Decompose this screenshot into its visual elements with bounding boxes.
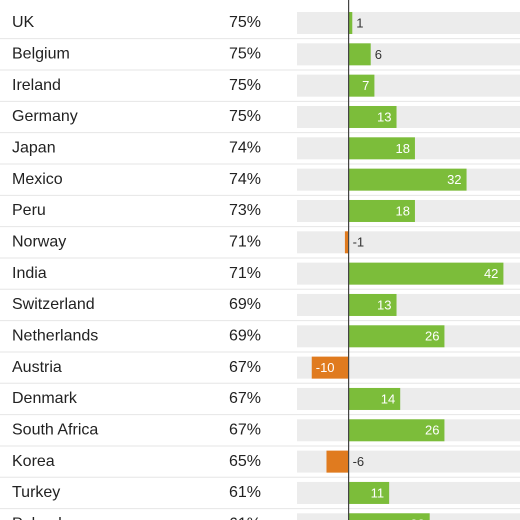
country: UK xyxy=(12,14,35,31)
bar xyxy=(348,168,467,191)
bar-track xyxy=(297,450,520,473)
country: Korea xyxy=(12,453,55,470)
bar xyxy=(348,387,401,410)
share: 69% xyxy=(229,296,261,313)
value-label: 22 xyxy=(410,517,424,520)
country: Peru xyxy=(12,202,46,219)
share: 69% xyxy=(229,328,261,345)
bar xyxy=(348,74,375,97)
country: Poland xyxy=(12,515,62,520)
country: Netherlands xyxy=(12,328,98,345)
share: 75% xyxy=(229,14,261,31)
country: India xyxy=(12,265,47,282)
value-label: 14 xyxy=(381,391,395,406)
country: Norway xyxy=(12,234,66,251)
share: 75% xyxy=(229,46,261,63)
value-label: 11 xyxy=(371,485,385,500)
value-label: 18 xyxy=(395,141,409,156)
bar xyxy=(348,481,390,504)
bar xyxy=(348,199,415,222)
bar xyxy=(348,43,371,66)
country: Austria xyxy=(12,359,62,376)
bar xyxy=(348,325,445,348)
country: Ireland xyxy=(12,77,61,94)
share: 71% xyxy=(229,234,261,251)
country: Germany xyxy=(12,108,78,125)
value-label: -6 xyxy=(353,454,365,469)
bar-track xyxy=(297,293,520,316)
country: South Africa xyxy=(12,422,98,439)
bar xyxy=(348,137,415,160)
bar xyxy=(326,450,349,473)
bar xyxy=(311,356,349,379)
bar xyxy=(348,419,445,442)
value-label: 7 xyxy=(362,78,369,93)
share: 75% xyxy=(229,77,261,94)
bar-track xyxy=(297,12,520,34)
bar-track xyxy=(297,356,520,379)
bar xyxy=(344,231,349,254)
share: 74% xyxy=(229,140,261,157)
value-label: 26 xyxy=(425,329,439,344)
share: 67% xyxy=(229,422,261,439)
bar xyxy=(348,513,430,520)
share: 71% xyxy=(229,265,261,282)
country: Belgium xyxy=(12,46,70,63)
share: 67% xyxy=(229,359,261,376)
country: Denmark xyxy=(12,390,78,407)
share: 65% xyxy=(229,453,261,470)
bar-track xyxy=(297,105,520,128)
value-label: 32 xyxy=(447,172,461,187)
bar xyxy=(348,293,397,316)
bar xyxy=(348,105,397,128)
value-label: 18 xyxy=(395,203,409,218)
value-label: 1 xyxy=(356,15,363,30)
bar xyxy=(348,12,353,34)
value-label: 42 xyxy=(484,266,498,281)
bar-track xyxy=(297,481,520,504)
share: 73% xyxy=(229,202,261,219)
country: Japan xyxy=(12,140,56,157)
share: 74% xyxy=(229,171,261,188)
country: Switzerland xyxy=(12,296,95,313)
bar xyxy=(348,262,504,285)
value-label: 13 xyxy=(377,297,391,312)
value-label: -10 xyxy=(316,360,335,375)
bar-track xyxy=(297,387,520,410)
share: 75% xyxy=(229,108,261,125)
share: 67% xyxy=(229,390,261,407)
share: 61% xyxy=(229,484,261,501)
country: Turkey xyxy=(12,484,60,501)
value-label: 26 xyxy=(425,423,439,438)
bar-track xyxy=(297,74,520,97)
value-label: 6 xyxy=(375,47,382,62)
value-label: 13 xyxy=(377,109,391,124)
country: Mexico xyxy=(12,171,63,188)
bar-track xyxy=(297,43,520,66)
bar-track xyxy=(297,231,520,254)
share: 61% xyxy=(229,515,261,520)
value-label: -1 xyxy=(353,235,365,250)
